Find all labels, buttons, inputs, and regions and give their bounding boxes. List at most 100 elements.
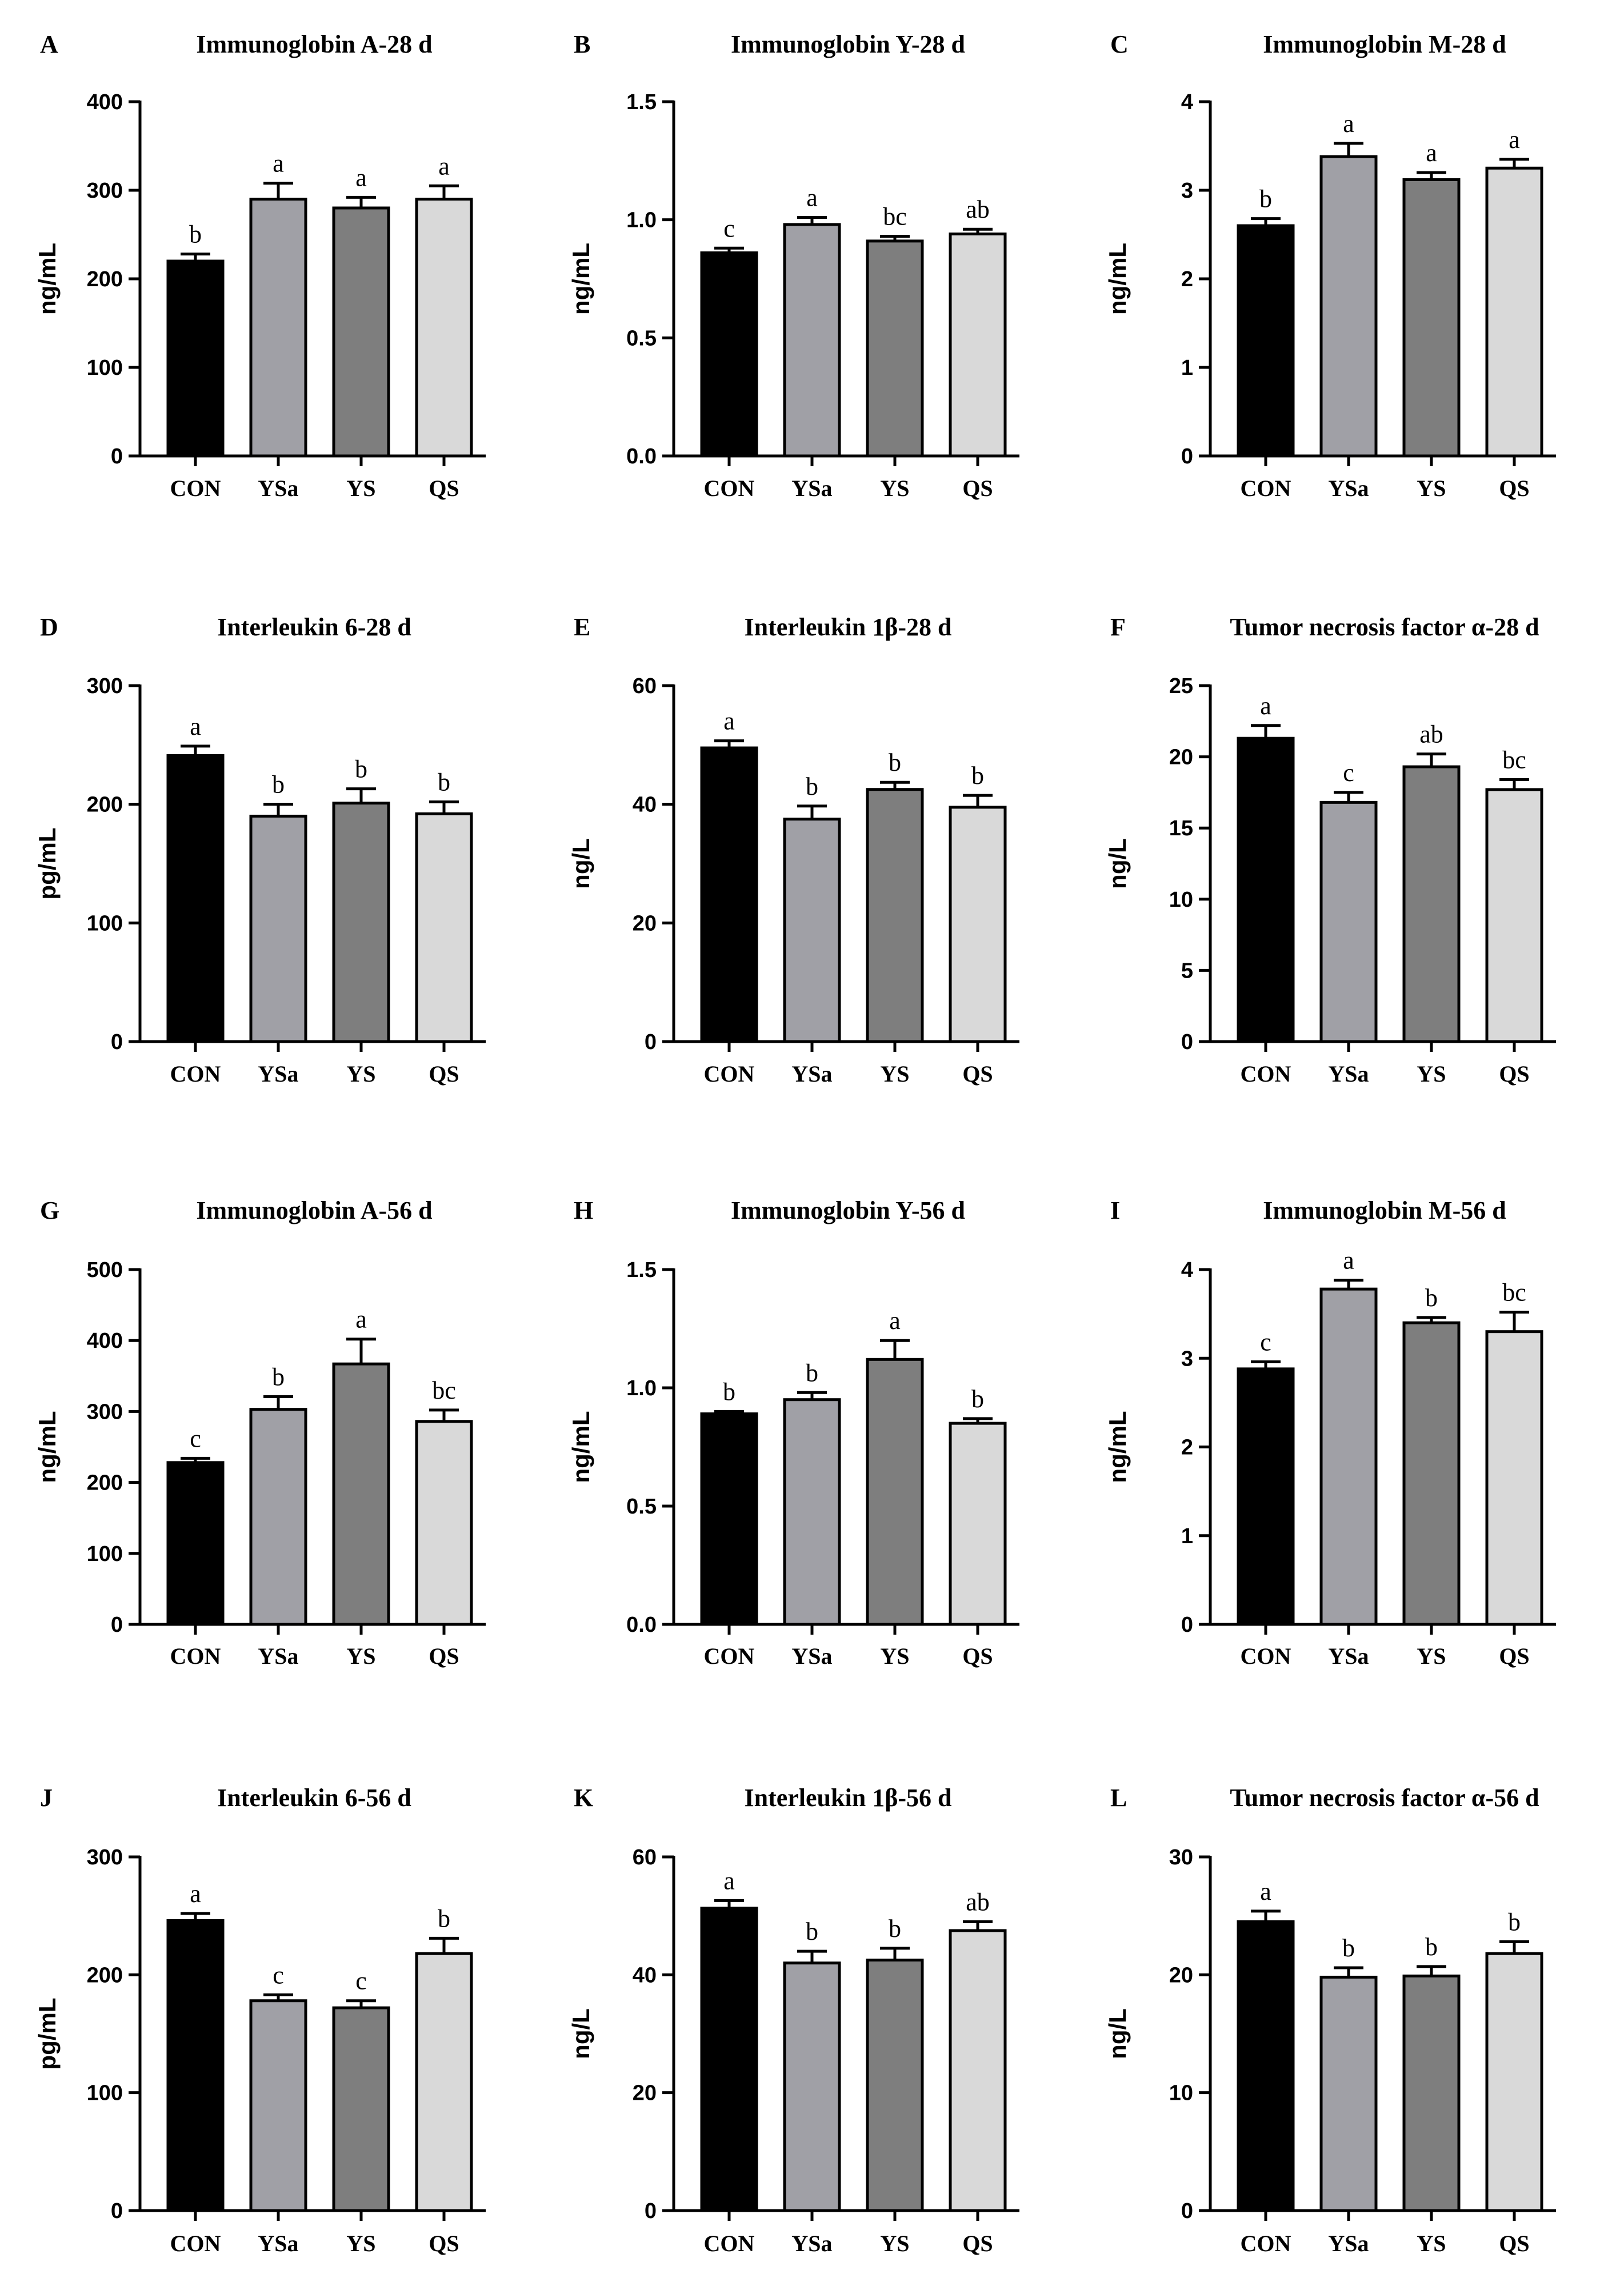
- chart-title: Interleukin 6-28 d: [217, 613, 411, 641]
- y-tick-label: 1.5: [626, 90, 657, 114]
- significance-letter: b: [971, 762, 984, 790]
- y-tick-label: 4: [1181, 1258, 1193, 1282]
- panel-letter: K: [574, 1784, 593, 1812]
- significance-letter: a: [1260, 1877, 1271, 1905]
- significance-letter: b: [723, 1378, 735, 1406]
- y-axis-label: ng/L: [567, 2008, 594, 2059]
- y-tick-label: 100: [87, 911, 123, 935]
- significance-letter: b: [355, 755, 367, 783]
- chart-title: Interleukin 1β-28 d: [745, 613, 952, 641]
- bar-ysa: [783, 223, 841, 458]
- y-tick-label: 25: [1169, 674, 1193, 698]
- significance-letter: a: [438, 152, 450, 180]
- chart-title: Immunoglobin Y-56 d: [731, 1196, 965, 1224]
- x-tick-label: YS: [880, 475, 909, 501]
- significance-letter: b: [438, 768, 450, 796]
- x-tick-label: CON: [170, 475, 221, 501]
- y-tick-label: 0.0: [626, 445, 657, 469]
- bar-con: [166, 1919, 225, 2212]
- bar-con: [1237, 1920, 1295, 2212]
- bar-con: [166, 754, 225, 1043]
- bar-ys: [866, 1358, 924, 1626]
- x-tick-label: QS: [429, 1643, 459, 1669]
- x-tick-label: YS: [346, 475, 375, 501]
- bar-qs: [949, 806, 1007, 1043]
- y-axis-label: ng/mL: [34, 1411, 61, 1483]
- panel-letter: F: [1110, 613, 1126, 641]
- panel-letter: G: [40, 1196, 59, 1224]
- x-tick-label: YSa: [791, 1061, 832, 1087]
- bar-qs: [1485, 788, 1543, 1043]
- bar-con: [700, 746, 758, 1043]
- y-tick-label: 3: [1181, 1347, 1193, 1371]
- bar-ys: [332, 802, 390, 1043]
- y-tick-label: 10: [1169, 888, 1193, 912]
- bar-ysa: [249, 1408, 307, 1626]
- chart-title: Immunoglobin Y-28 d: [731, 30, 965, 58]
- significance-letter: b: [971, 1385, 984, 1413]
- x-tick-label: CON: [704, 1061, 755, 1087]
- y-tick-label: 0.0: [626, 1613, 657, 1637]
- y-tick-label: 0: [1181, 1030, 1193, 1054]
- x-tick-label: YSa: [258, 1643, 298, 1669]
- y-axis-label: ng/L: [1104, 838, 1131, 889]
- bar-con: [700, 1907, 758, 2212]
- x-tick-label: YSa: [258, 1061, 298, 1087]
- x-tick-label: YSa: [258, 2231, 298, 2256]
- bar-qs: [1485, 1330, 1543, 1626]
- bar-ys: [866, 788, 924, 1043]
- y-axis-label: ng/L: [567, 838, 594, 889]
- y-tick-label: 0: [111, 2199, 123, 2223]
- bar-ys: [332, 2006, 390, 2212]
- panel-letter: H: [574, 1196, 593, 1224]
- significance-letter: a: [190, 1880, 201, 1908]
- x-tick-label: QS: [1499, 1643, 1529, 1669]
- x-tick-label: QS: [962, 1643, 993, 1669]
- significance-letter: c: [1260, 1328, 1271, 1356]
- bar-con: [1237, 736, 1295, 1043]
- bar-con: [1237, 224, 1295, 458]
- y-tick-label: 3: [1181, 179, 1193, 203]
- bar-ys: [1402, 178, 1461, 458]
- significance-letter: b: [272, 1363, 285, 1391]
- bar-ys: [332, 1362, 390, 1626]
- y-axis-label: ng/mL: [567, 243, 594, 315]
- bar-ysa: [249, 198, 307, 458]
- panel-letter: J: [40, 1784, 53, 1812]
- bar-qs: [949, 1929, 1007, 2212]
- x-tick-label: YS: [880, 1061, 909, 1087]
- significance-letter: c: [190, 1424, 201, 1452]
- significance-letter: b: [806, 1917, 818, 1945]
- x-tick-label: CON: [170, 1061, 221, 1087]
- y-tick-label: 1.0: [626, 209, 657, 233]
- x-tick-label: CON: [704, 2231, 755, 2256]
- bar-ysa: [783, 1398, 841, 1626]
- x-tick-label: QS: [429, 2231, 459, 2256]
- x-tick-label: CON: [170, 1643, 221, 1669]
- significance-letter: ab: [966, 1888, 990, 1916]
- panel-letter: B: [574, 30, 590, 58]
- panel-letter: I: [1110, 1196, 1120, 1224]
- y-tick-label: 0: [111, 1613, 123, 1637]
- x-tick-label: CON: [1241, 1061, 1291, 1087]
- bar-ys: [1402, 765, 1461, 1043]
- panel-letter: A: [40, 30, 58, 58]
- y-axis-label: ng/L: [1104, 2008, 1131, 2059]
- significance-letter: b: [189, 221, 202, 249]
- y-tick-label: 40: [633, 1963, 657, 1987]
- y-axis-label: ng/mL: [1104, 1411, 1131, 1483]
- y-tick-label: 300: [87, 1400, 123, 1424]
- significance-letter: b: [1508, 1908, 1521, 1936]
- significance-letter: c: [1343, 759, 1354, 787]
- significance-letter: a: [1509, 126, 1520, 154]
- y-tick-label: 40: [633, 793, 657, 817]
- bar-ysa: [1319, 155, 1378, 458]
- x-tick-label: YSa: [791, 475, 832, 501]
- bar-ys: [332, 206, 390, 458]
- significance-letter: a: [355, 163, 367, 191]
- y-tick-label: 0: [645, 2199, 657, 2223]
- y-tick-label: 100: [87, 2081, 123, 2105]
- bar-qs: [1485, 166, 1543, 458]
- y-tick-label: 300: [87, 179, 123, 203]
